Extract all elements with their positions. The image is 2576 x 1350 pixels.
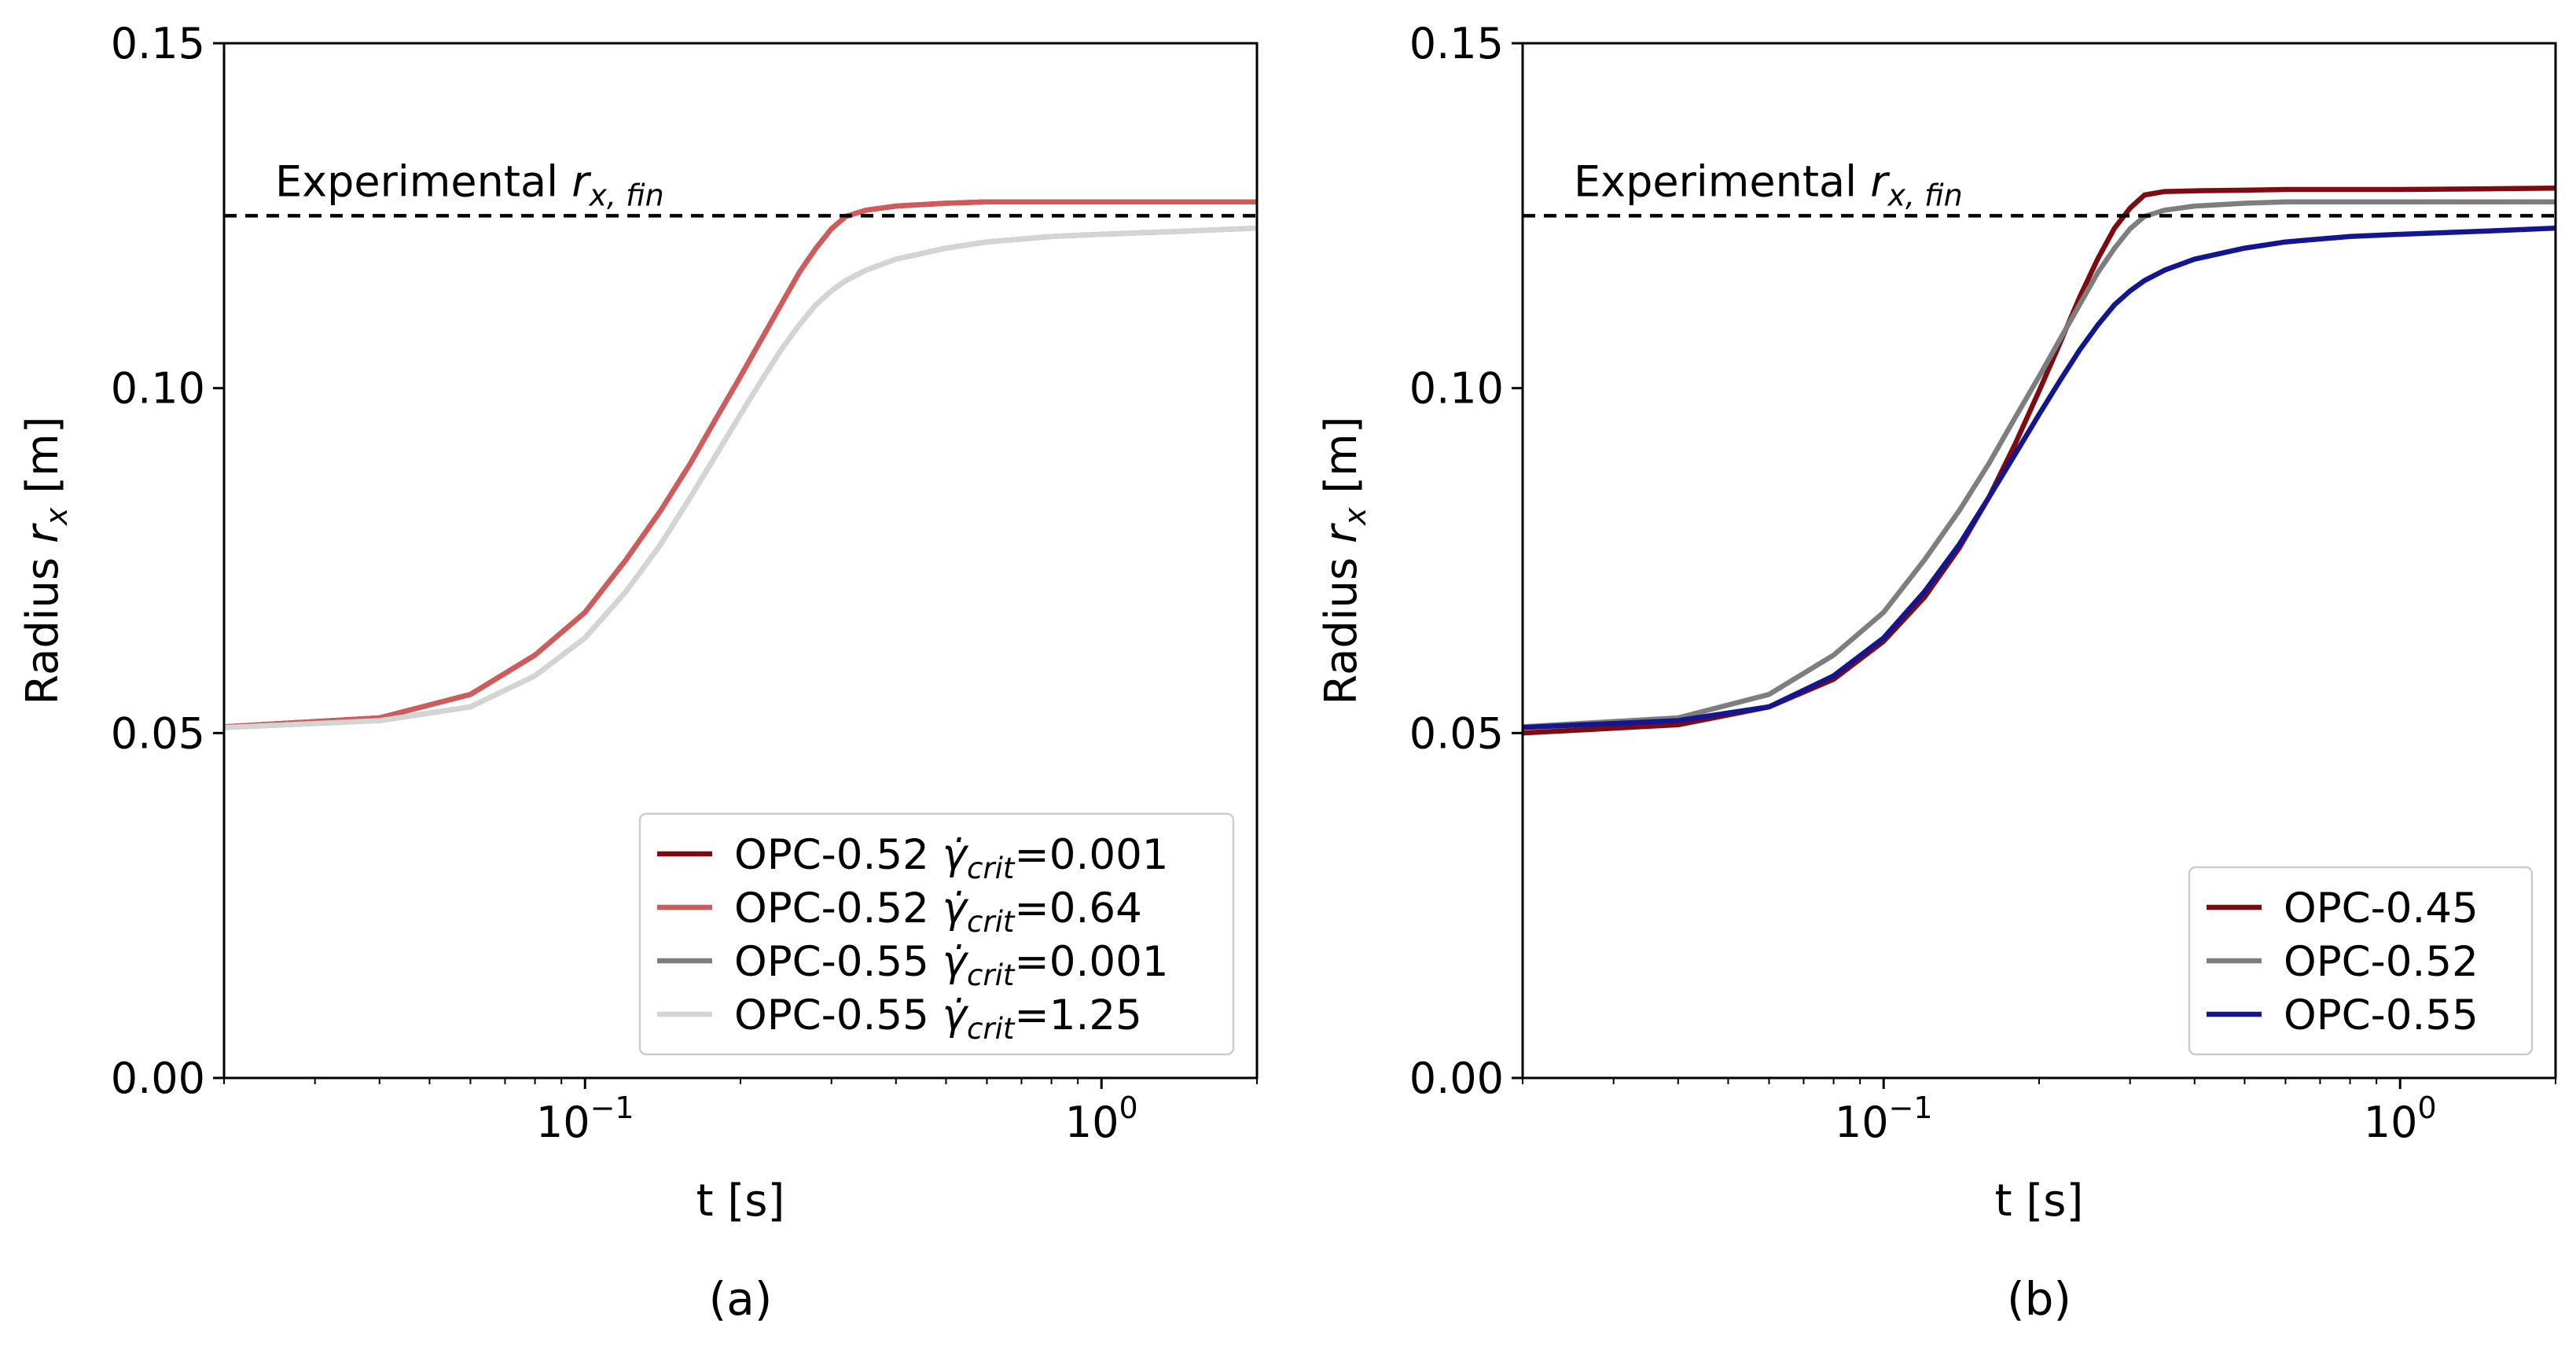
y-tick-label: 0.00 bbox=[111, 1054, 205, 1103]
legend-entry-label: OPC-0.52 γ̇crit=0.001 bbox=[734, 831, 1169, 885]
y-tick-label: 0.15 bbox=[1409, 19, 1504, 68]
series-line-opc-0-52-1 bbox=[1523, 199, 2556, 730]
series-line-opc-0-55-3 bbox=[224, 225, 1257, 730]
y-tick-label: 0.05 bbox=[111, 708, 205, 758]
experimental-reference-label: Experimental rx, fin bbox=[275, 156, 664, 212]
x-tick-label: 10−1 bbox=[536, 1091, 634, 1147]
y-tick-label: 0.15 bbox=[111, 19, 205, 68]
y-tick-label: 0.00 bbox=[1409, 1054, 1504, 1103]
series-line-opc-0-55-2 bbox=[224, 225, 1257, 730]
x-tick-label: 100 bbox=[2364, 1091, 2437, 1147]
series-line-opc-0-52-1 bbox=[224, 199, 1257, 730]
legend-entry-label: OPC-0.55 bbox=[2284, 991, 2479, 1039]
legend-entry-label: OPC-0.45 bbox=[2284, 885, 2479, 932]
y-tick-label: 0.10 bbox=[1409, 364, 1504, 414]
legend: OPC-0.45 OPC-0.52 OPC-0.55 bbox=[2188, 866, 2534, 1056]
series-line-opc-0-45-0 bbox=[1523, 185, 2556, 736]
y-tick-label: 0.10 bbox=[111, 364, 205, 414]
x-axis-label: t [s] bbox=[1995, 1175, 2084, 1227]
y-tick-label: 0.05 bbox=[1409, 708, 1504, 758]
experimental-reference-label: Experimental rx, fin bbox=[1574, 156, 1963, 212]
x-tick-label: 100 bbox=[1065, 1091, 1138, 1147]
legend-entry-label: OPC-0.55 γ̇crit=1.25 bbox=[734, 991, 1142, 1046]
legend-box bbox=[2188, 866, 2534, 1056]
legend-entry-label: OPC-0.52 γ̇crit=0.64 bbox=[734, 885, 1142, 939]
x-tick-label: 10−1 bbox=[1835, 1091, 1933, 1147]
x-axis-label: t [s] bbox=[696, 1175, 785, 1227]
panel-label: (a) bbox=[709, 1272, 773, 1326]
legend-entry-label: OPC-0.55 γ̇crit=0.001 bbox=[734, 938, 1169, 992]
y-axis-label: Radius rx [m] bbox=[1316, 416, 1373, 704]
chart-panel-b: Experimental rx, fin 0.00 0.05 0.10 0.15 10−1… bbox=[1316, 19, 2557, 1326]
chart-panel-a: Experimental rx, fin 0.00 0.05 0.10 0.15 10−1… bbox=[17, 19, 1259, 1326]
panel-label: (b) bbox=[2007, 1272, 2071, 1326]
series-line-opc-0-52-0 bbox=[224, 199, 1257, 730]
y-axis-label: Radius rx [m] bbox=[17, 416, 74, 704]
series-line-opc-0-55-2 bbox=[1523, 225, 2556, 730]
legend-box bbox=[638, 812, 1235, 1056]
legend-entry-label: OPC-0.52 bbox=[2284, 938, 2479, 986]
